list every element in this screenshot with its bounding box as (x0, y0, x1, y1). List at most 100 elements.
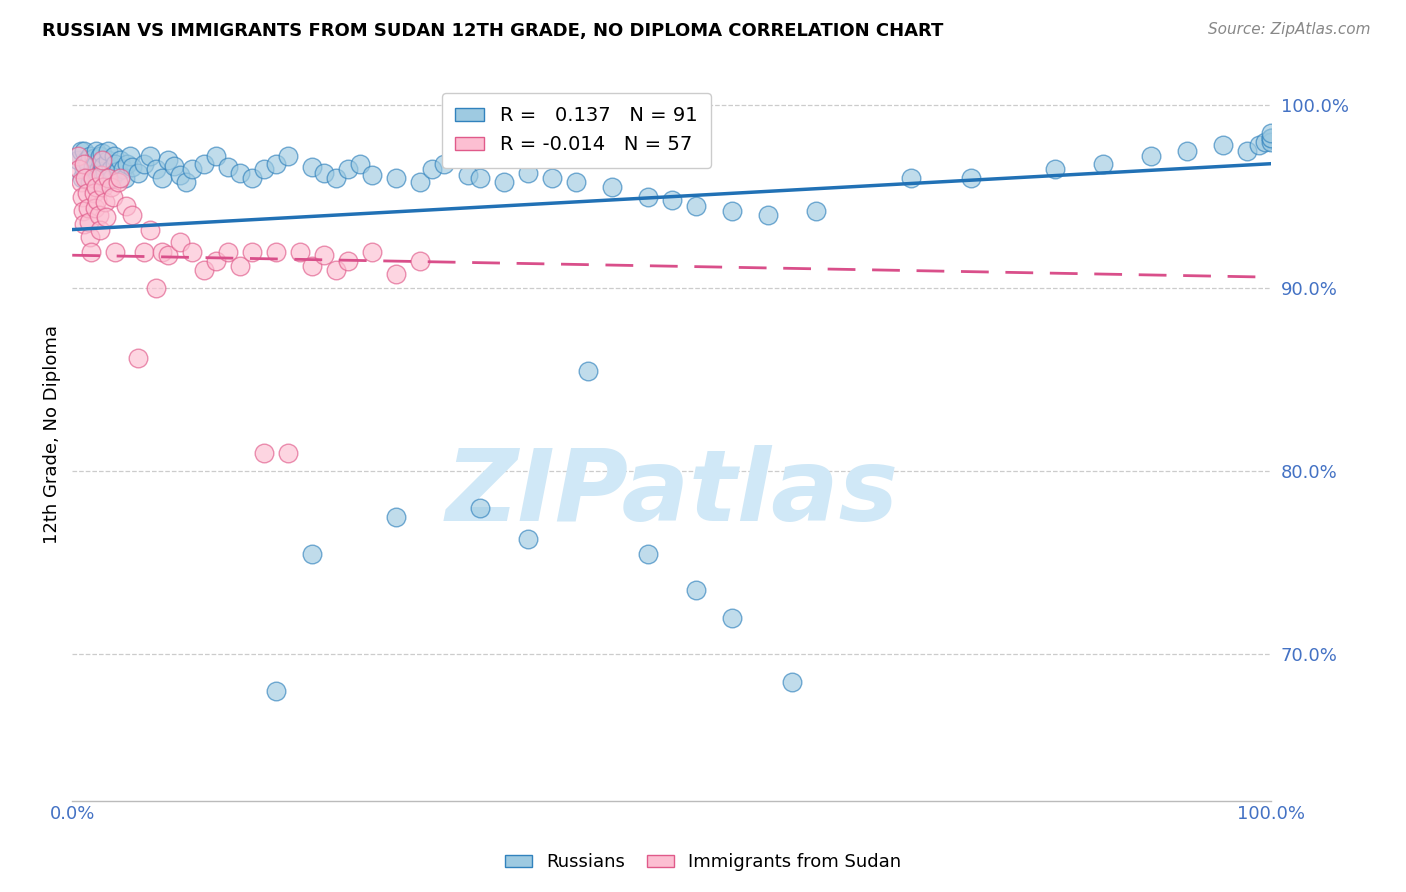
Point (1260, 135, 1282, 149)
Point (94, 175, 117, 189)
Point (79, 149, 101, 163)
Point (107, 164, 129, 178)
Point (205, 149, 228, 163)
Point (84, 201, 107, 215)
Point (77, 215, 100, 229)
Point (83, 186, 105, 200)
Point (1260, 126, 1282, 140)
Point (93, 180, 115, 194)
Point (70, 189, 93, 203)
Point (193, 263, 215, 277)
Y-axis label: 12th Grade, No Diploma: 12th Grade, No Diploma (44, 325, 60, 544)
Point (82, 171, 104, 186)
Point (349, 157, 371, 171)
Point (157, 153, 180, 167)
Point (94, 210, 117, 224)
Point (336, 253, 359, 268)
Point (685, 583, 707, 598)
Point (108, 153, 131, 167)
Text: RUSSIAN VS IMMIGRANTS FROM SUDAN 12TH GRADE, NO DIPLOMA CORRELATION CHART: RUSSIAN VS IMMIGRANTS FROM SUDAN 12TH GR… (42, 22, 943, 40)
Point (1236, 144, 1258, 158)
Point (84, 180, 107, 194)
Point (134, 244, 156, 259)
Point (181, 244, 204, 259)
Point (492, 175, 515, 189)
Point (111, 162, 134, 177)
Point (107, 175, 129, 189)
Point (900, 171, 922, 186)
Point (564, 175, 586, 189)
Point (93, 166, 115, 180)
Point (89, 222, 111, 236)
Point (70, 171, 93, 186)
Point (139, 149, 162, 163)
Point (84, 166, 107, 180)
Point (69, 144, 91, 158)
Point (73, 162, 96, 177)
Point (804, 204, 827, 219)
Point (336, 162, 359, 177)
Point (76, 186, 98, 200)
Point (433, 157, 456, 171)
Point (82, 161, 104, 175)
Point (361, 244, 384, 259)
Point (1212, 138, 1234, 153)
Point (457, 168, 479, 182)
Point (163, 159, 186, 173)
Point (93, 159, 115, 173)
Point (264, 157, 287, 171)
Point (72, 204, 94, 219)
Point (420, 162, 443, 177)
Point (100, 180, 122, 194)
Point (73, 217, 96, 231)
Point (103, 149, 125, 163)
Point (174, 175, 197, 189)
Point (90, 168, 112, 182)
Point (301, 259, 323, 273)
Point (229, 166, 252, 180)
Point (720, 204, 742, 219)
Point (576, 363, 599, 377)
Point (637, 189, 659, 203)
Point (67, 149, 90, 163)
Point (117, 157, 139, 171)
Point (516, 532, 538, 546)
Point (1260, 131, 1282, 145)
Point (277, 446, 299, 460)
Point (67, 162, 90, 177)
Point (385, 171, 408, 186)
Point (86, 171, 108, 186)
Point (1175, 144, 1198, 158)
Point (1140, 149, 1163, 163)
Point (312, 248, 335, 262)
Point (97, 171, 120, 186)
Point (169, 168, 191, 182)
Point (685, 199, 707, 213)
Point (87, 208, 110, 222)
Point (100, 162, 122, 177)
Point (385, 267, 408, 281)
Point (90, 154, 112, 169)
Point (157, 248, 180, 262)
Point (1254, 135, 1277, 149)
Point (600, 180, 623, 194)
Point (93, 195, 115, 210)
Point (661, 194, 683, 208)
Text: Source: ZipAtlas.com: Source: ZipAtlas.com (1208, 22, 1371, 37)
Legend: Russians, Immigrants from Sudan: Russians, Immigrants from Sudan (498, 847, 908, 879)
Point (756, 208, 779, 222)
Point (409, 253, 432, 268)
Point (169, 235, 191, 250)
Point (1092, 157, 1115, 171)
Point (84, 144, 107, 158)
Point (145, 162, 167, 177)
Point (104, 157, 127, 171)
Point (76, 153, 98, 167)
Point (121, 161, 143, 175)
Point (637, 547, 659, 561)
Point (468, 500, 491, 515)
Point (205, 253, 228, 268)
Point (108, 171, 131, 186)
Point (97, 153, 120, 167)
Point (97, 144, 120, 158)
